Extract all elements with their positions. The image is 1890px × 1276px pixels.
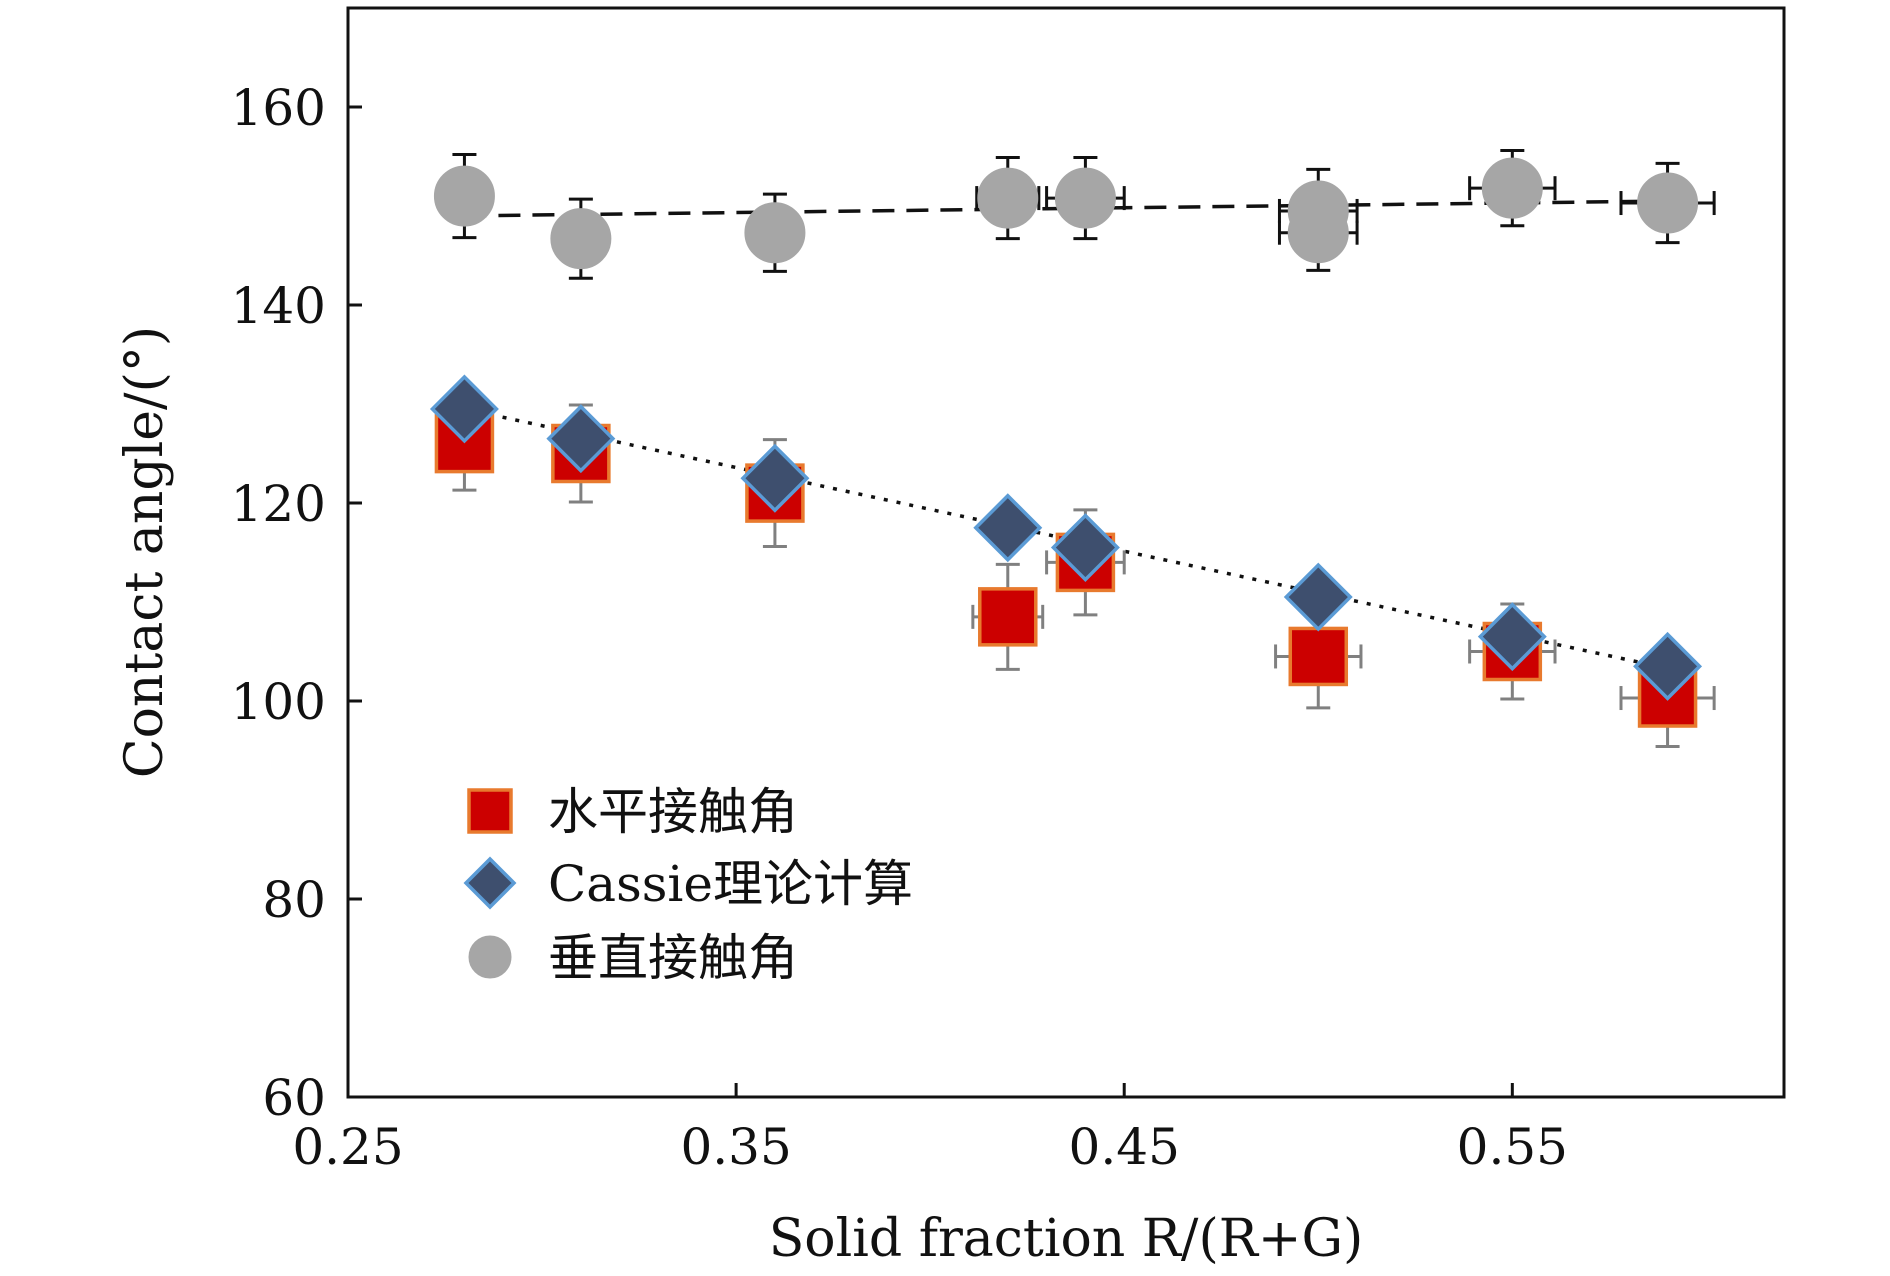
vertical-angle-point bbox=[1481, 157, 1543, 219]
y-tick-label: 140 bbox=[231, 277, 326, 335]
plot-frame bbox=[346, 6, 1786, 1099]
x-tick-label: 0.55 bbox=[1457, 1118, 1568, 1176]
cassie-calc-point bbox=[740, 443, 810, 513]
cassie-calc-point bbox=[1050, 513, 1120, 583]
markers bbox=[429, 157, 1703, 728]
y-axis-title: Contact angle/(°) bbox=[115, 326, 175, 778]
x-tick-label: 0.45 bbox=[1069, 1118, 1180, 1176]
cassie-calc-point bbox=[546, 404, 616, 474]
y-tick-label: 120 bbox=[231, 475, 326, 533]
vertical-angle-point bbox=[433, 165, 495, 227]
cassie-calc-point bbox=[1477, 602, 1547, 672]
vertical-angle-point bbox=[550, 208, 612, 270]
vertical-angle-point bbox=[744, 202, 806, 264]
x-axis-title: Solid fraction R/(R+G) bbox=[769, 1209, 1364, 1269]
y-tick-label: 60 bbox=[262, 1069, 326, 1127]
vertical-angle-legend-marker bbox=[468, 935, 512, 979]
vertical-angle-point bbox=[977, 167, 1039, 229]
vertical-angle-point bbox=[1287, 202, 1349, 264]
cassie-calc-legend-marker bbox=[463, 856, 517, 910]
cassie-calc-legend-label: Cassie理论计算 bbox=[548, 855, 913, 913]
vertical-angle-point bbox=[1637, 172, 1699, 234]
y-tick-label: 80 bbox=[262, 871, 326, 929]
horizontal-angle-point bbox=[978, 587, 1038, 647]
horizontal-angle-point bbox=[1288, 626, 1349, 687]
x-tick-label: 0.25 bbox=[292, 1118, 403, 1176]
vertical-angle-point bbox=[1054, 167, 1116, 229]
axis-ticks: 0.25 0.35 0.45 0.55 60 80 100 120 140 160 bbox=[231, 79, 1568, 1176]
cassie-calc-point bbox=[429, 374, 499, 444]
x-tick-label: 0.35 bbox=[680, 1118, 791, 1176]
cassie-calc-point bbox=[1633, 631, 1703, 701]
horizontal-angle-legend-label: 水平接触角 bbox=[548, 783, 798, 841]
fit-lines bbox=[464, 199, 1668, 671]
cassie-calc-point bbox=[973, 493, 1043, 563]
cassie-calc-point bbox=[1283, 562, 1353, 632]
vertical-angle-legend-label: 垂直接触角 bbox=[548, 929, 798, 987]
horizontal-angle-legend-marker bbox=[467, 788, 513, 834]
y-tick-label: 100 bbox=[231, 673, 326, 731]
y-tick-label: 160 bbox=[231, 79, 326, 137]
vertical-fit-line bbox=[464, 199, 1668, 218]
